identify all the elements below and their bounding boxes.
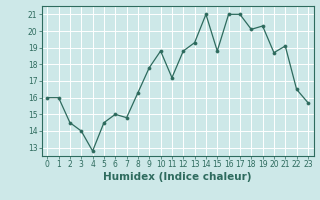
X-axis label: Humidex (Indice chaleur): Humidex (Indice chaleur)	[103, 172, 252, 182]
